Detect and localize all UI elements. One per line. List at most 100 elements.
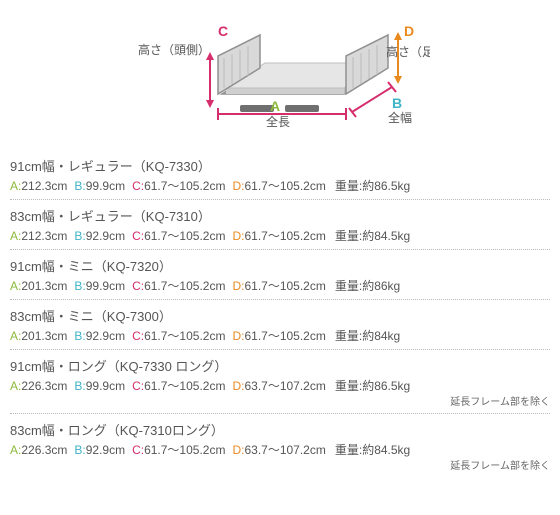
spec-B: B:92.9cm	[74, 229, 125, 243]
spec-entry: 83cm幅・ミニ（KQ-7300） A:201.3cm B:92.9cm C:61.7…	[10, 300, 550, 350]
spec-value-B: 92.9cm	[86, 329, 125, 343]
spec-value-B: 92.9cm	[86, 443, 125, 457]
spec-value-A: 212.3cm	[21, 229, 67, 243]
spec-weight: 重量:約84kg	[335, 327, 400, 344]
spec-label-C: C:	[132, 379, 144, 393]
spec-D: D:63.7～107.2cm	[232, 377, 325, 394]
entry-title: 83cm幅・ミニ（KQ-7300）	[10, 306, 550, 325]
weight-value: 約84kg	[362, 329, 400, 343]
bed-diagram-svg: A 全長 B 全幅 C 高さ（頭側） D 高さ（足側）	[130, 8, 430, 138]
spec-row: A:212.3cmB:92.9cmC:61.7～105.2cmD:61.7～10…	[10, 227, 550, 244]
spec-C: C:61.7～105.2cm	[132, 227, 225, 244]
spec-value-C: 61.7～105.2cm	[144, 279, 225, 293]
spec-weight: 重量:約86.5kg	[335, 377, 410, 394]
weight-label: 重量:	[335, 279, 362, 293]
weight-value: 約84.5kg	[362, 229, 410, 243]
spec-value-A: 212.3cm	[21, 179, 67, 193]
spec-label-D: D:	[232, 329, 244, 343]
spec-label-D: D:	[232, 229, 244, 243]
spec-C: C:61.7～105.2cm	[132, 441, 225, 458]
spec-row: A:201.3cmB:92.9cmC:61.7～105.2cmD:61.7～10…	[10, 327, 550, 344]
spec-A: A:226.3cm	[10, 443, 67, 457]
spec-value-B: 92.9cm	[86, 229, 125, 243]
weight-value: 約84.5kg	[362, 443, 410, 457]
spec-entry: 91cm幅・ミニ（KQ-7320） A:201.3cm B:99.9cm C:61.7…	[10, 250, 550, 300]
spec-D: D:61.7～105.2cm	[232, 177, 325, 194]
spec-C: C:61.7～105.2cm	[132, 377, 225, 394]
spec-value-B: 99.9cm	[86, 279, 125, 293]
spec-B: B:92.9cm	[74, 329, 125, 343]
spec-value-C: 61.7～105.2cm	[144, 329, 225, 343]
spec-value-A: 201.3cm	[21, 329, 67, 343]
label-D-text: 高さ（足側）	[386, 44, 430, 59]
entry-note: 延長フレーム部を除く	[10, 457, 550, 472]
spec-label-C: C:	[132, 229, 144, 243]
label-B-letter: B	[392, 95, 402, 111]
spec-list: 91cm幅・レギュラー（KQ-7330）A:212.3cmB:99.9cmC:6…	[10, 150, 550, 477]
entry-title: 91cm幅・ロング（KQ-7330 ロング）	[10, 356, 550, 375]
spec-D: D:61.7～105.2cm	[232, 277, 325, 294]
spec-value-A: 226.3cm	[21, 379, 67, 393]
spec-row: A:212.3cmB:99.9cmC:61.7～105.2cmD:61.7～10…	[10, 177, 550, 194]
spec-label-A: A:	[10, 179, 21, 193]
spec-A: A:212.3cm	[10, 179, 67, 193]
spec-row: A:226.3cm B:92.9cm C:61.7～105.2cm D:63.7～10…	[10, 441, 550, 458]
spec-row: A:201.3cmB:99.9cmC:61.7～105.2cmD:61.7～10…	[10, 277, 550, 294]
label-C-text: 高さ（頭側）	[138, 42, 210, 57]
spec-label-D: D:	[232, 279, 244, 293]
spec-C: C:61.7～105.2cm	[132, 177, 225, 194]
spec-entry: 83cm幅・ロング（KQ-7310ロング）A:226.3cmB:92.9cmC:…	[10, 414, 550, 477]
spec-D: D:61.7～105.2cm	[232, 327, 325, 344]
spec-label-A: A:	[10, 443, 21, 457]
weight-label: 重量:	[335, 229, 362, 243]
spec-label-B: B:	[74, 329, 85, 343]
spec-D: D:61.7～105.2cm	[232, 227, 325, 244]
spec-weight: 重量:約84.5kg	[335, 227, 410, 244]
spec-value-D: 61.7～105.2cm	[244, 179, 325, 193]
spec-value-B: 99.9cm	[86, 379, 125, 393]
spec-label-C: C:	[132, 329, 144, 343]
entry-title: 91cm幅・ミニ（KQ-7320）	[10, 256, 550, 275]
label-B-text: 全幅	[388, 110, 412, 125]
spec-A: A:212.3cm	[10, 229, 67, 243]
spec-value-A: 201.3cm	[21, 279, 67, 293]
spec-entry: 83cm幅・レギュラー（KQ-7310）A:212.3cmB:92.9cmC:6…	[10, 200, 550, 250]
spec-value-D: 63.7～107.2cm	[244, 443, 325, 457]
spec-label-C: C:	[132, 179, 144, 193]
spec-label-C: C:	[132, 443, 144, 457]
spec-label-B: B:	[74, 229, 85, 243]
spec-label-D: D:	[232, 443, 244, 457]
weight-label: 重量:	[335, 443, 362, 457]
spec-value-D: 61.7～105.2cm	[244, 279, 325, 293]
spec-D: D:63.7～107.2cm	[232, 441, 325, 458]
bed-diagram: A 全長 B 全幅 C 高さ（頭側） D 高さ（足側）	[10, 8, 550, 138]
label-A-text: 全長	[266, 114, 290, 129]
spec-A: A:226.3cm	[10, 379, 67, 393]
spec-value-C: 61.7～105.2cm	[144, 443, 225, 457]
weight-value: 約86kg	[362, 279, 400, 293]
weight-label: 重量:	[335, 379, 362, 393]
spec-weight: 重量:約86.5kg	[335, 177, 410, 194]
spec-B: B:99.9cm	[74, 179, 125, 193]
spec-C: C:61.7～105.2cm	[132, 327, 225, 344]
spec-value-A: 226.3cm	[21, 443, 67, 457]
label-C-letter: C	[218, 23, 228, 39]
spec-label-D: D:	[232, 179, 244, 193]
weight-label: 重量:	[335, 179, 362, 193]
entry-note: 延長フレーム部を除く	[10, 393, 550, 408]
spec-A: A:201.3cm	[10, 279, 67, 293]
spec-label-A: A:	[10, 229, 21, 243]
label-D-letter: D	[404, 23, 414, 39]
spec-value-D: 63.7～107.2cm	[244, 379, 325, 393]
spec-C: C:61.7～105.2cm	[132, 277, 225, 294]
spec-value-C: 61.7～105.2cm	[144, 229, 225, 243]
spec-label-A: A:	[10, 329, 21, 343]
spec-A: A:201.3cm	[10, 329, 67, 343]
spec-B: B:99.9cm	[74, 279, 125, 293]
spec-B: B:92.9cm	[74, 443, 125, 457]
spec-value-C: 61.7～105.2cm	[144, 379, 225, 393]
spec-label-B: B:	[74, 379, 85, 393]
entry-title: 91cm幅・レギュラー（KQ-7330）	[10, 156, 550, 175]
spec-entry: 91cm幅・レギュラー（KQ-7330）A:212.3cmB:99.9cmC:6…	[10, 150, 550, 200]
spec-value-B: 99.9cm	[86, 179, 125, 193]
